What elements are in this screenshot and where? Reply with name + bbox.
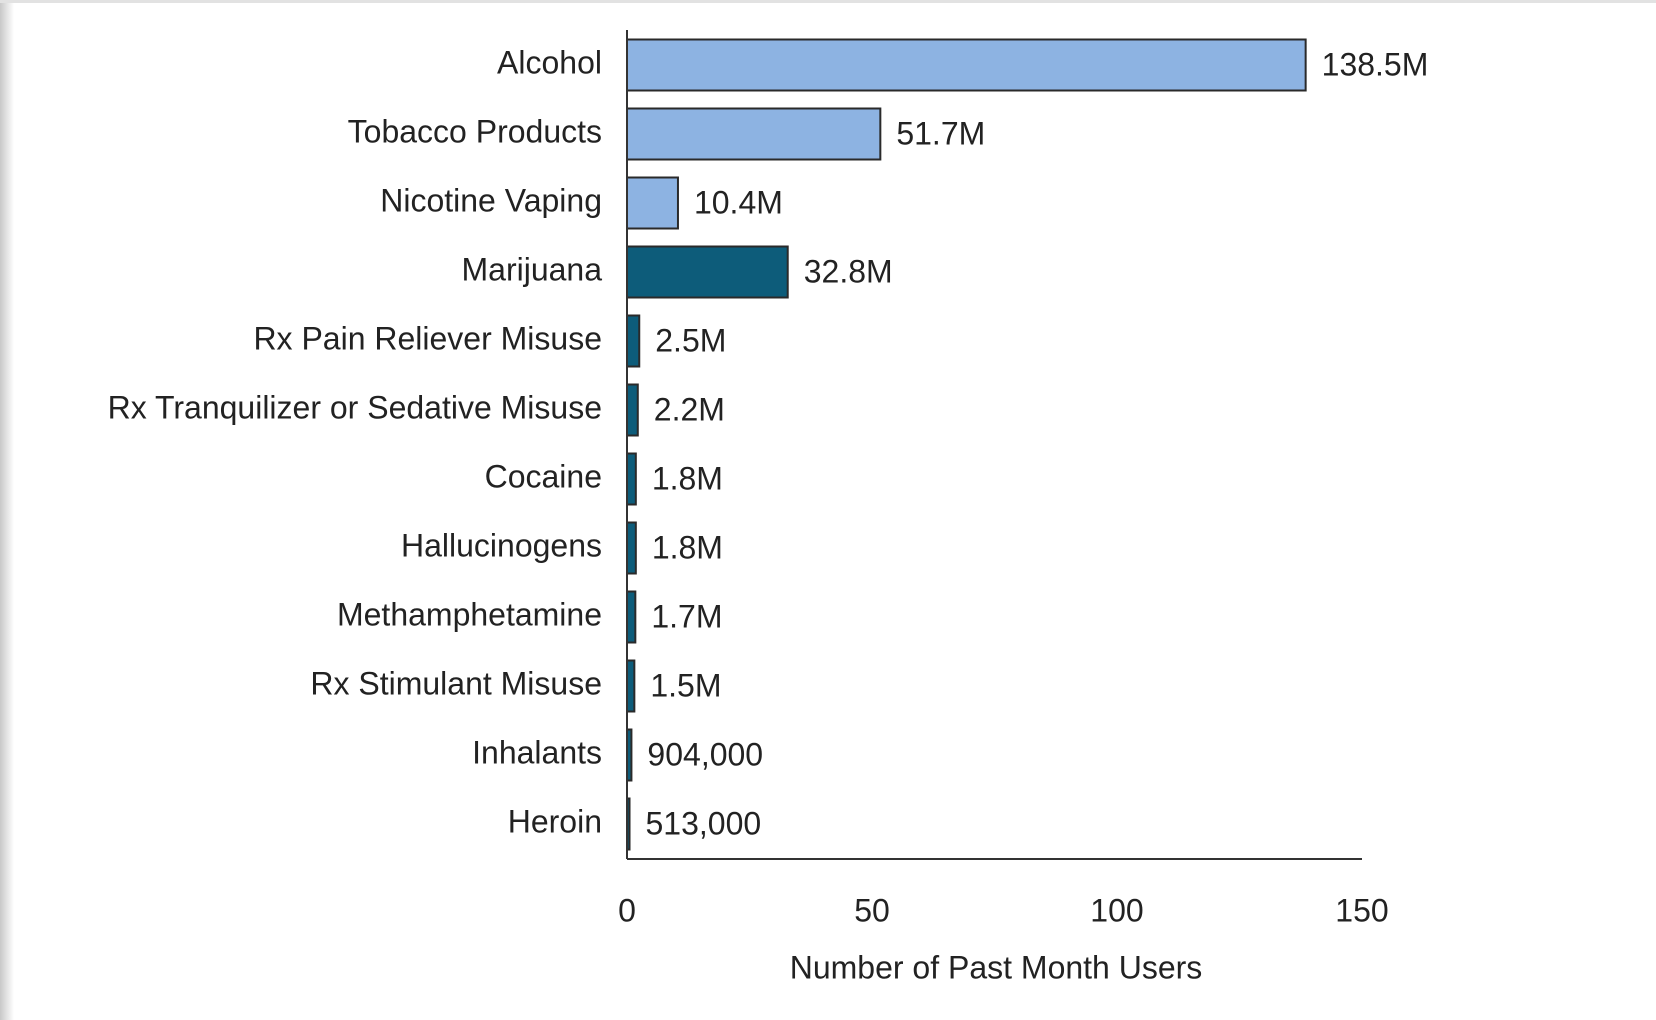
data-label: 138.5M: [1322, 46, 1429, 82]
y-tick-label: Marijuana: [461, 251, 602, 287]
y-tick-label: Hallucinogens: [401, 527, 602, 563]
y-tick-label: Methamphetamine: [337, 596, 602, 632]
y-tick-label: Nicotine Vaping: [380, 182, 602, 218]
bar: [626, 659, 636, 713]
data-label: 1.8M: [652, 529, 723, 565]
y-tick-label: Rx Stimulant Misuse: [310, 665, 602, 701]
y-tick-label: Rx Pain Reliever Misuse: [253, 320, 602, 356]
x-tick-label: 0: [618, 892, 636, 928]
data-label: 51.7M: [896, 115, 985, 151]
data-label: 513,000: [646, 805, 762, 841]
x-tick-label: 150: [1335, 892, 1388, 928]
data-label: 1.5M: [650, 667, 721, 703]
x-tick-label: 50: [854, 892, 890, 928]
data-label: 2.2M: [654, 391, 725, 427]
x-tick-label: 100: [1090, 892, 1143, 928]
bar: [626, 38, 1307, 92]
y-tick-label: Heroin: [508, 803, 602, 839]
y-tick-label: Tobacco Products: [348, 113, 602, 149]
top-edge: [0, 0, 1656, 3]
y-tick-label: Inhalants: [472, 734, 602, 770]
x-axis-label: Number of Past Month Users: [790, 949, 1203, 985]
edge-shade: [0, 0, 14, 1020]
y-tick-label: Alcohol: [497, 44, 602, 80]
bar: [626, 245, 789, 299]
data-label: 904,000: [647, 736, 763, 772]
data-label: 1.8M: [652, 460, 723, 496]
bar: [626, 107, 882, 161]
bar: [626, 590, 637, 644]
y-tick-label: Rx Tranquilizer or Sedative Misuse: [108, 389, 602, 425]
data-label: 2.5M: [655, 322, 726, 358]
bar: [626, 383, 639, 437]
data-label: 32.8M: [804, 253, 893, 289]
bar: [626, 176, 679, 230]
bar: [626, 452, 637, 506]
data-label: 1.7M: [651, 598, 722, 634]
data-label: 10.4M: [694, 184, 783, 220]
bar: [626, 521, 637, 575]
y-tick-label: Cocaine: [485, 458, 602, 494]
bar: [626, 314, 641, 368]
